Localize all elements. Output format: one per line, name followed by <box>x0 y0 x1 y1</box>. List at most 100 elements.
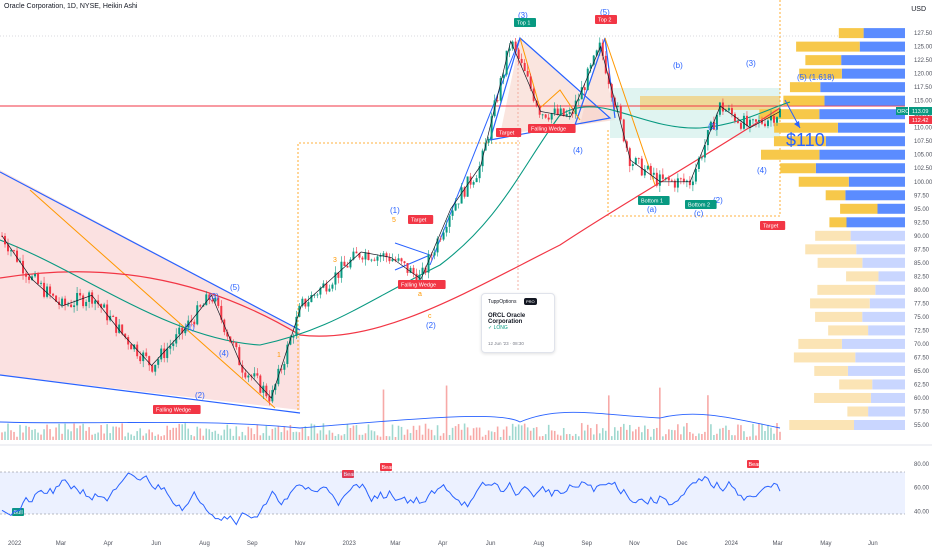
volume-bar <box>52 436 54 440</box>
signal-marker <box>380 463 392 471</box>
volume-bar <box>695 436 697 440</box>
volume-bar <box>343 434 346 440</box>
rsi-axis[interactable]: 40.00 60.00 80.00 <box>914 462 930 515</box>
candle-body <box>361 257 364 260</box>
volume-bar <box>562 428 565 440</box>
volume-bar <box>752 423 754 440</box>
volume-bar <box>475 427 478 440</box>
candle-body <box>130 344 133 350</box>
candle-body <box>514 41 517 50</box>
candle-body <box>697 157 700 170</box>
drop-line <box>604 37 656 186</box>
volume-bar <box>178 423 181 440</box>
candle-body <box>259 375 262 393</box>
candle-body <box>676 178 679 188</box>
volume-bar <box>7 423 9 440</box>
volume-bar <box>187 428 190 440</box>
volume-bar <box>577 436 580 440</box>
signal-marker-label: Bear <box>344 472 356 478</box>
volume-bar <box>598 433 601 440</box>
vp-bar-down <box>798 338 842 349</box>
candle-body <box>673 180 676 188</box>
volume-bar <box>529 430 532 440</box>
candle-body <box>61 298 64 305</box>
time-axis[interactable]: 2022 Mar Apr Jun Aug Sep Nov 2023 Mar Apr Jun Aug Se… <box>8 541 878 547</box>
candle-body <box>388 257 391 262</box>
rsi-tick-label: 80.00 <box>914 462 930 468</box>
wave-label: (2) <box>195 391 205 400</box>
volume-bar <box>616 430 619 440</box>
volume-bar <box>253 434 256 440</box>
volume-bar <box>298 432 301 440</box>
vp-bar-down <box>805 55 842 66</box>
volume-bar <box>397 425 400 440</box>
y-tick-label: 60.00 <box>914 396 930 402</box>
candle-body <box>745 115 748 126</box>
volume-bar <box>64 423 66 440</box>
candle-body <box>265 385 268 397</box>
card-pro-badge: PRO <box>524 298 537 305</box>
rsi-line <box>1 472 781 526</box>
x-tick-label: Jun <box>486 541 496 547</box>
volume-bar <box>40 434 42 440</box>
volume-bar <box>175 427 178 440</box>
candle-body <box>779 108 781 118</box>
vp-bar-up <box>841 338 905 349</box>
trade-card[interactable]: TuppOptions PRO ORCL Oracle Corporation … <box>481 293 555 353</box>
currency-label: USD <box>911 6 926 13</box>
candle-body <box>157 359 160 365</box>
volume-bar <box>43 429 45 440</box>
pattern-badge <box>153 405 201 414</box>
candle-body <box>475 178 478 183</box>
candle-body <box>664 177 667 179</box>
volume-bar <box>641 432 643 440</box>
volume-bar <box>61 433 63 440</box>
candle-body <box>508 48 511 51</box>
y-tick-label: 97.50 <box>914 193 930 199</box>
candle-body <box>307 302 310 307</box>
wave-labels: (1) (2) (3) (4) (5) (1) (2) (3) (4) (5) … <box>185 8 767 400</box>
y-tick-label: 120.00 <box>914 72 932 78</box>
volume-bar <box>169 429 172 440</box>
volume-bar <box>379 436 382 440</box>
candle-body <box>637 157 640 159</box>
candle-body <box>586 68 589 91</box>
candle-body <box>25 273 28 277</box>
x-tick-label: Sep <box>581 541 592 547</box>
candle-body <box>448 215 451 227</box>
volume-bar <box>238 436 241 440</box>
volume-bar <box>502 429 505 440</box>
volume-bar <box>662 436 664 440</box>
y-tick-label: 115.00 <box>914 99 932 105</box>
volume-bar <box>595 424 598 440</box>
volume-bar <box>4 431 6 440</box>
candle-body <box>661 174 664 179</box>
y-tick-label: 90.00 <box>914 234 930 240</box>
candle-body <box>316 294 319 296</box>
vp-bar-up <box>846 217 905 228</box>
svg-text:1: 1 <box>277 352 281 359</box>
candle-body <box>568 112 571 114</box>
volume-bar <box>391 424 394 440</box>
candle-body <box>55 295 58 302</box>
candle-body <box>646 165 649 170</box>
pattern-badge <box>398 280 446 289</box>
volume-bar <box>280 432 283 440</box>
y-tick-label: 57.50 <box>914 409 930 415</box>
volume-bar <box>523 423 526 440</box>
volume-bar <box>376 435 379 440</box>
volume-bar <box>133 435 135 440</box>
candle-body <box>574 100 577 115</box>
vp-bar-up <box>819 109 905 120</box>
price-line <box>1 40 781 399</box>
candle-body <box>700 157 703 159</box>
volume-bar <box>193 436 196 440</box>
price-axis[interactable]: 55.00 57.50 60.00 62.50 65.00 67.50 70.00 72.50… <box>914 31 932 429</box>
volume-bar <box>683 426 685 440</box>
candle-body <box>487 138 490 143</box>
wave-label: (3) <box>209 292 219 301</box>
candle-body <box>412 267 415 274</box>
candle-body <box>46 286 49 297</box>
y-tick-label: 107.50 <box>914 139 932 145</box>
